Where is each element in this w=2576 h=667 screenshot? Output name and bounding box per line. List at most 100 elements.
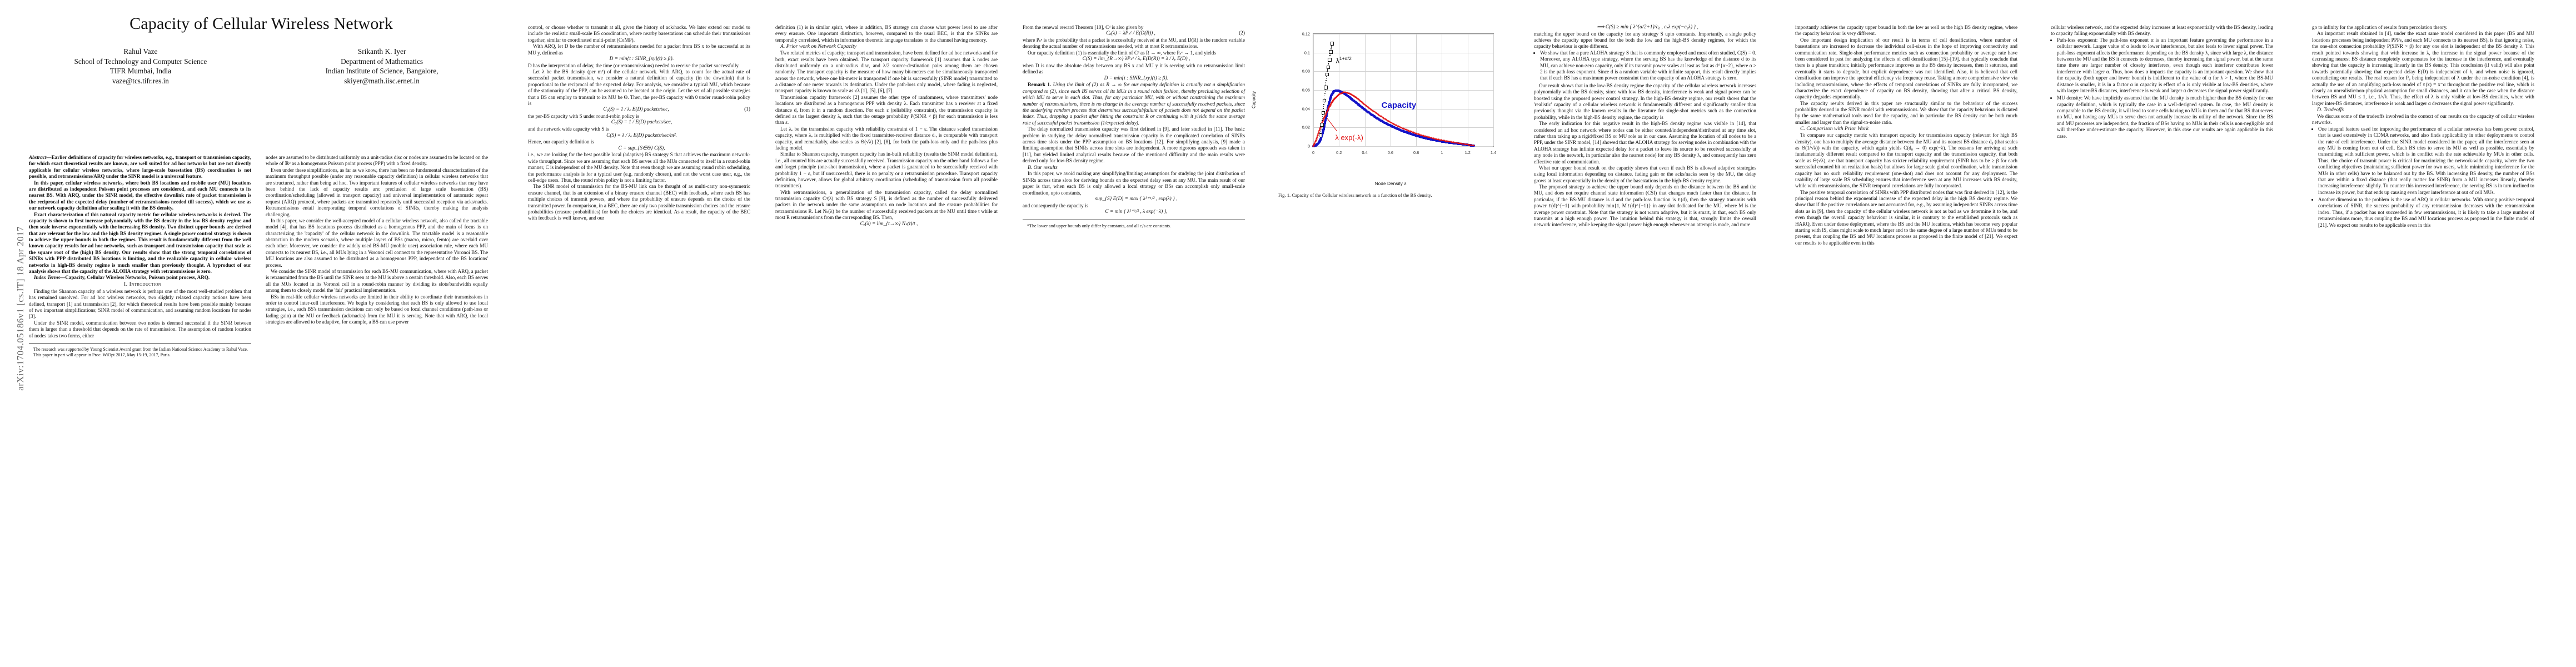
chart-marker-triangle (1315, 138, 1318, 140)
figure-plot-frame: 0 0.2 0.4 0.6 0.8 1 1.2 1.4 0 0.02 0.04 0.06 0.08 0.1… (1252, 26, 1503, 187)
chart-x-tick-label: 1.4 (1490, 150, 1497, 155)
col5-paragraph-3: Our capacity definition (1) is essential… (1028, 49, 1216, 56)
chart-marker-square (1330, 42, 1334, 46)
abstract-paragraph-1: Abstract—Earlier definitions of capacity… (29, 155, 251, 180)
col1-paragraph-1: Finding the Shannon capacity of a wirele… (29, 288, 251, 320)
list-item: Another dimension to the problem is the … (2318, 197, 2534, 228)
col9-paragraph-1: go to infinity for the application of re… (2312, 24, 2448, 30)
author-email: skiyer@math.iisc.ernet.in (344, 76, 420, 85)
section-heading-introduction: I. Introduction (123, 281, 162, 287)
chart-marker-triangle (1318, 128, 1321, 130)
author-affiliation-1: School of Technology and Computer Scienc… (74, 57, 207, 66)
chart-marker-triangle (1317, 131, 1320, 133)
chart-plot-area: 0 0.2 0.4 0.6 0.8 1 1.2 1.4 0 0.02 0.04 0.06 0.08 0.1… (1302, 32, 1497, 156)
col5-paragraph-6: The delay normalized transmission capaci… (1023, 126, 1245, 164)
chart-data-point (1324, 120, 1327, 122)
chart-marker-square (1325, 72, 1329, 77)
col2-paragraph-2: Even under these simplifications, as far… (266, 167, 488, 217)
col9-paragraph-3: We discuss some of the tradeoffs involve… (2312, 113, 2534, 126)
author-2: Srikanth K. Iyer Department of Mathemati… (279, 47, 485, 86)
chart-data-point (1323, 126, 1326, 128)
footnote-1: The research was supported by Young Scie… (33, 346, 248, 352)
subsection-heading-our-results: B. Our results (1028, 164, 1058, 171)
chart-marker-triangle (1318, 130, 1321, 132)
chart-data-point (1327, 70, 1328, 71)
chart-marker-triangle (1317, 133, 1319, 135)
chart-x-tick-label: 0.8 (1413, 150, 1419, 155)
column-3: control, or choose whether to transmit a… (528, 24, 750, 222)
chart-marker-triangle (1318, 130, 1321, 132)
col6-paragraph-1: matching the upper bound on the capacity… (1534, 31, 1756, 49)
column-4: definition (1) is in similar spirit, whe… (775, 24, 998, 227)
chart-marker-square (1322, 98, 1327, 103)
col6-paragraph-2: Our result shows that in the low-BS dens… (1534, 82, 1756, 120)
chart-y-tick-label: 0.12 (1302, 31, 1310, 37)
abstract-paragraph-3: Exact characterization of this natural c… (29, 211, 251, 275)
index-terms-label: Index Terms— (34, 275, 66, 281)
col7-paragraph-5: The positive temporal correlation of SIN… (1795, 189, 2017, 246)
col3-paragraph-3: D has the interpretation of delay, the t… (528, 62, 740, 68)
col7-paragraph-1: importantly achieves the capacity upper … (1795, 24, 2017, 37)
list-item: MU density: We have implicitly assumed t… (2057, 95, 2273, 140)
chart-gridline-horizontal (1313, 90, 1493, 91)
chart-marker-square (1318, 133, 1323, 137)
chart-data-point (1331, 47, 1332, 48)
col3-paragraph-4: Let λ be the BS density (per m²) of the … (528, 69, 750, 106)
equation-1: C₀(S) = 1 / λₑ E(D) packets/sec, (1) (528, 107, 750, 113)
subsection-heading-comparison: C. Comparison with Prior Work (1800, 126, 1869, 132)
col9-paragraph-2: An important result obtained in [4], und… (2312, 31, 2534, 106)
chart-marker-square (1326, 65, 1331, 69)
chart-marker-triangle (1316, 136, 1318, 138)
col6-paragraph-3: The early indication for this negative r… (1534, 121, 1756, 165)
col2-paragraph-4: We consider the SINR model of transmissi… (266, 268, 488, 293)
col9-bullet-list: One integral feature used for improving … (2312, 126, 2534, 228)
col7-paragraph-2: One important design implication of our … (1795, 37, 2017, 100)
chart-leader-arrow (1327, 118, 1337, 132)
abstract-text-1: Earlier definitions of capacity for wire… (29, 155, 251, 180)
chart-y-axis-label: Capacity (1251, 91, 1257, 109)
footnote-block: The research was supported by Young Scie… (29, 342, 251, 358)
chart-gridline-vertical (1493, 34, 1494, 146)
chart-data-point (1322, 116, 1323, 117)
chart-marker-square (1328, 58, 1332, 62)
chart-annotation-lambda-power: λ1+α/2 (1336, 55, 1352, 65)
author-affiliation-1: Department of Mathematics (341, 57, 423, 66)
col8-paragraph-1: cellular wireless network, and the expec… (2051, 24, 2274, 37)
equation-capacity-sup: C = sup_{S∈Θ} C(S), (618, 145, 665, 151)
equation-capacity-lower-bound: ⟹ C(S) ≥ min { λ^{α/2+1}/c₆ , c₇λ exp(−c… (1597, 24, 1698, 30)
equation-limit-capacity: C(S) = lim_{R→∞} λPₛᵉ / λₑ E(D(R)) = λ /… (1082, 56, 1190, 62)
figure-caption-text: Capacity of the Cellular wireless networ… (1292, 192, 1432, 198)
chart-marker-triangle (1473, 145, 1476, 147)
chart-data-point (1329, 55, 1331, 56)
col7-paragraph-4: To compare our capacity metric with tran… (1795, 132, 2017, 189)
chart-marker-square (1321, 111, 1326, 115)
chart-y-tick-label: 0.04 (1302, 106, 1310, 112)
chart-data-point (1325, 115, 1328, 117)
equation-2: Cₐ(λ) = λPₛᵉ / E(D(R)) , (2) (1023, 31, 1245, 37)
equation-delay-normalized-capacity: Cₑ(λ) = lim_{t→∞} Nₛ(t)/t , (860, 221, 918, 227)
col3-paragraph-2: With ARQ, let D be the number of retrans… (528, 43, 750, 56)
equation-network-capacity: C(S) = λ / λₑ E(D) packets/sec/m². (606, 132, 677, 138)
author-affiliation-2: TIFR Mumbai, India (109, 67, 172, 76)
chart-marker-triangle (1317, 133, 1319, 136)
col4-paragraph-3: Transmission capacity framework [2] assu… (775, 94, 998, 126)
index-terms: Index Terms—Capacity, Cellular Wireless … (29, 275, 251, 281)
chart-marker-triangle (1316, 137, 1318, 139)
remark-1-text: Using the limit of (2) as R → ∞ for our … (1023, 82, 1245, 126)
chart-data-point (1326, 78, 1327, 79)
equation-absolute-delay: D = min{t : SINR_{xy}(t) ≥ β}. (1104, 75, 1169, 81)
chart-y-tick-label: 0.08 (1302, 68, 1310, 74)
col3-paragraph-9: The SINR model of transmission for the B… (528, 183, 750, 221)
col3-paragraph-7: Hence, our capacity definition is (528, 139, 594, 145)
chart-data-point (1324, 91, 1326, 92)
figure-1: 0 0.2 0.4 0.6 0.8 1 1.2 1.4 0 0.02 0.04 0.06 0.08 0.1… (1252, 26, 1507, 198)
chart-data-point (1324, 93, 1326, 94)
chart-data-point (1324, 118, 1327, 121)
column-5: From the renewal reward Theorem [10], Cᵈ… (1023, 24, 1245, 229)
col4-paragraph-4: Let λₑ be the transmission capacity with… (775, 126, 998, 151)
col4-paragraph-1: definition (1) is in similar spirit, whe… (775, 24, 998, 43)
chart-x-axis-label: Node Density λ (1374, 181, 1407, 186)
col6-paragraph-4: What our upper bound result on the capac… (1534, 165, 1756, 183)
author-affiliation-2: Indian Institute of Science, Bangalore, (325, 67, 439, 76)
col5-footnote-block: *The lower and upper bounds only differ … (1023, 219, 1245, 229)
